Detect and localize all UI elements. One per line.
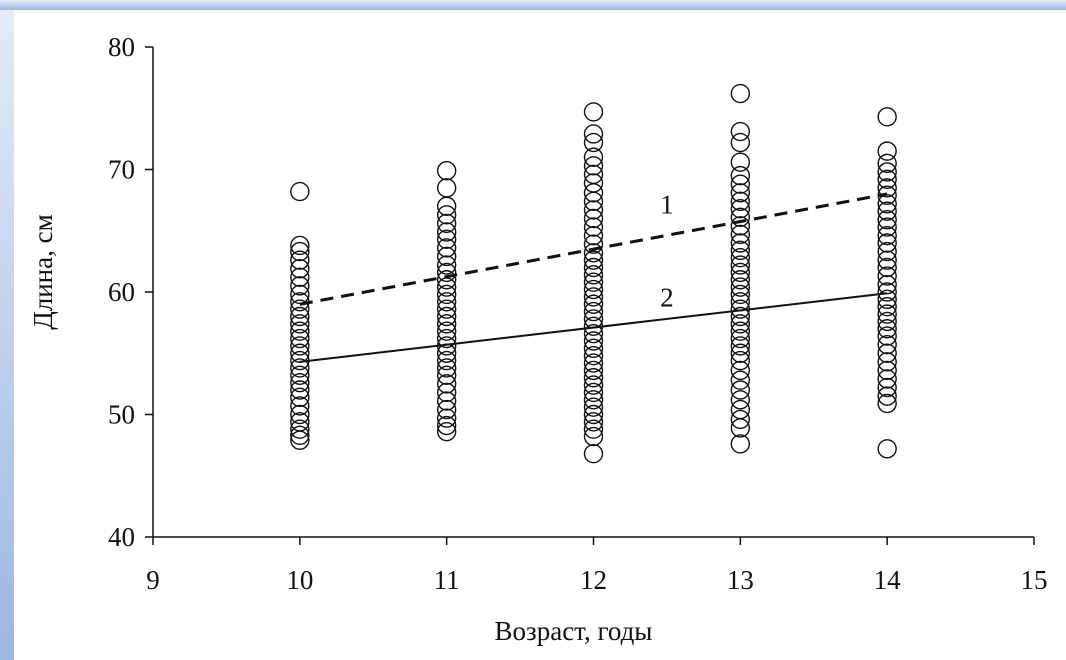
- x-tick-label: 11: [434, 565, 460, 595]
- y-tick-label: 50: [108, 400, 135, 430]
- trend-line-label: 1: [660, 190, 674, 220]
- y-tick-label: 40: [108, 522, 135, 552]
- x-tick-label: 14: [874, 565, 902, 595]
- y-tick-label: 80: [108, 32, 135, 62]
- x-tick-label: 12: [580, 565, 607, 595]
- y-tick-label: 60: [108, 277, 135, 307]
- y-tick-label: 70: [108, 155, 135, 185]
- x-tick-label: 15: [1021, 565, 1048, 595]
- left-border-strip: [0, 0, 14, 660]
- trend-line-label: 2: [660, 283, 674, 313]
- x-axis-title: Возраст, годы: [495, 616, 653, 646]
- x-tick-label: 10: [286, 565, 313, 595]
- x-tick-label: 9: [146, 565, 160, 595]
- y-axis-title: Длина, см: [28, 214, 58, 329]
- x-tick-label: 13: [727, 565, 754, 595]
- top-border-strip: [0, 0, 1066, 10]
